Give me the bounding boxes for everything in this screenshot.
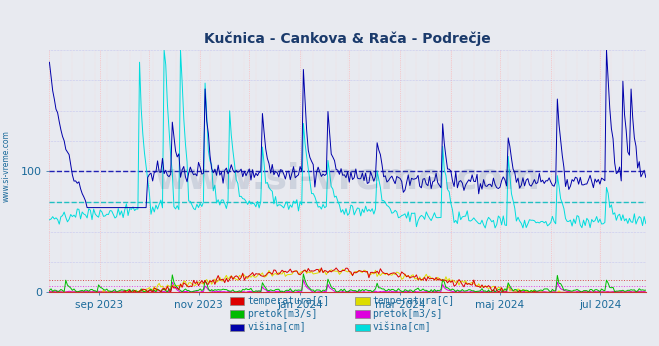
Text: pretok[m3/s]: pretok[m3/s] [372,309,443,319]
Text: temperatura[C]: temperatura[C] [247,296,330,306]
Text: temperatura[C]: temperatura[C] [372,296,455,306]
Text: www.si-vreme.com: www.si-vreme.com [155,162,540,195]
Text: pretok[m3/s]: pretok[m3/s] [247,309,318,319]
Title: Kučnica - Cankova & Rača - Podrečje: Kučnica - Cankova & Rača - Podrečje [204,32,491,46]
Text: www.si-vreme.com: www.si-vreme.com [2,130,11,202]
Text: višina[cm]: višina[cm] [247,322,306,333]
Text: višina[cm]: višina[cm] [372,322,431,333]
